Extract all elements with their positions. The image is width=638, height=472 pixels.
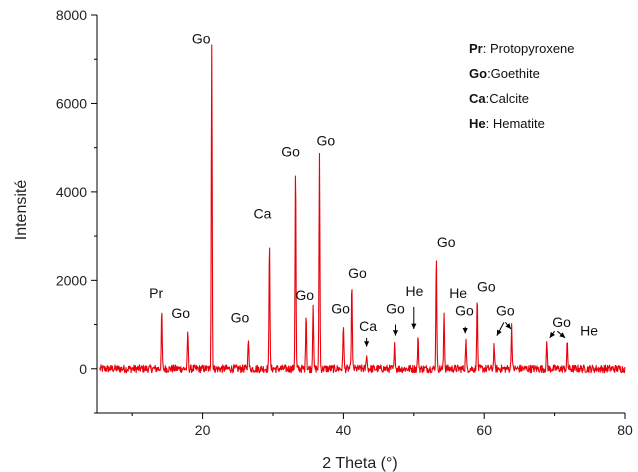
peak-label: Pr xyxy=(149,285,163,301)
peak-label: He xyxy=(406,283,424,299)
legend-mineral: : Hematite xyxy=(486,116,545,131)
peak-label: Go xyxy=(455,303,474,319)
legend: Pr: ProtopyroxeneGo:GoethiteCa:CalciteHe… xyxy=(469,41,575,131)
peak-label: Ca xyxy=(253,205,271,221)
arrow-head xyxy=(392,330,399,336)
legend-mineral: : Protopyroxene xyxy=(483,41,575,56)
peak-label: Go xyxy=(171,305,190,321)
peak-label: Go xyxy=(386,301,405,317)
peak-label: Go xyxy=(192,31,211,47)
legend-mineral: :Goethite xyxy=(487,66,540,81)
y-axis-title: Intensité xyxy=(13,180,30,241)
x-tick-label: 40 xyxy=(336,422,352,438)
peak-label: Go xyxy=(552,314,571,330)
y-tick-label: 8000 xyxy=(56,7,87,23)
plot-frame xyxy=(96,15,625,414)
peak-label: Go xyxy=(331,301,350,317)
x-axis: 20 40 60 80 xyxy=(131,413,633,438)
peak-label: He xyxy=(580,323,598,339)
peak-label: Go xyxy=(348,265,367,281)
legend-entry: Go:Goethite xyxy=(469,66,540,81)
arrow-head xyxy=(559,332,566,338)
peak-label: He xyxy=(449,285,467,301)
arrow-head xyxy=(411,323,417,329)
legend-abbr: Ca xyxy=(469,91,486,106)
x-axis-title: 2 Theta (°) xyxy=(322,455,397,472)
peak-label: Go xyxy=(316,132,335,148)
peak-label: Go xyxy=(295,287,314,303)
peak-label: Go xyxy=(496,303,515,319)
spectrum-line xyxy=(99,44,626,374)
peak-label: Go xyxy=(281,144,300,160)
peak-label: Go xyxy=(437,234,456,250)
y-axis: 0 2000 4000 6000 8000 xyxy=(56,7,97,414)
arrow-head xyxy=(496,329,502,336)
x-tick-label: 80 xyxy=(617,422,633,438)
legend-abbr: Pr xyxy=(469,41,483,56)
peak-arrows xyxy=(364,306,566,347)
arrow-head xyxy=(549,331,555,338)
legend-entry: Ca:Calcite xyxy=(469,91,529,106)
y-tick-label: 0 xyxy=(79,361,87,377)
x-tick-label: 20 xyxy=(195,422,211,438)
peak-label: Go xyxy=(477,278,496,294)
x-tick-label: 60 xyxy=(476,422,492,438)
peak-label: Go xyxy=(231,309,250,325)
y-tick-label: 4000 xyxy=(56,184,87,200)
arrow-head xyxy=(505,323,511,329)
legend-mineral: :Calcite xyxy=(486,91,529,106)
legend-abbr: He xyxy=(469,116,486,131)
arrow-head xyxy=(462,327,468,334)
legend-entry: He: Hematite xyxy=(469,116,545,131)
legend-entry: Pr: Protopyroxene xyxy=(469,41,575,56)
y-tick-label: 2000 xyxy=(56,272,87,288)
legend-abbr: Go xyxy=(469,66,487,81)
arrow-head xyxy=(364,341,370,347)
y-tick-label: 6000 xyxy=(56,95,87,111)
peak-label: Ca xyxy=(359,318,377,334)
